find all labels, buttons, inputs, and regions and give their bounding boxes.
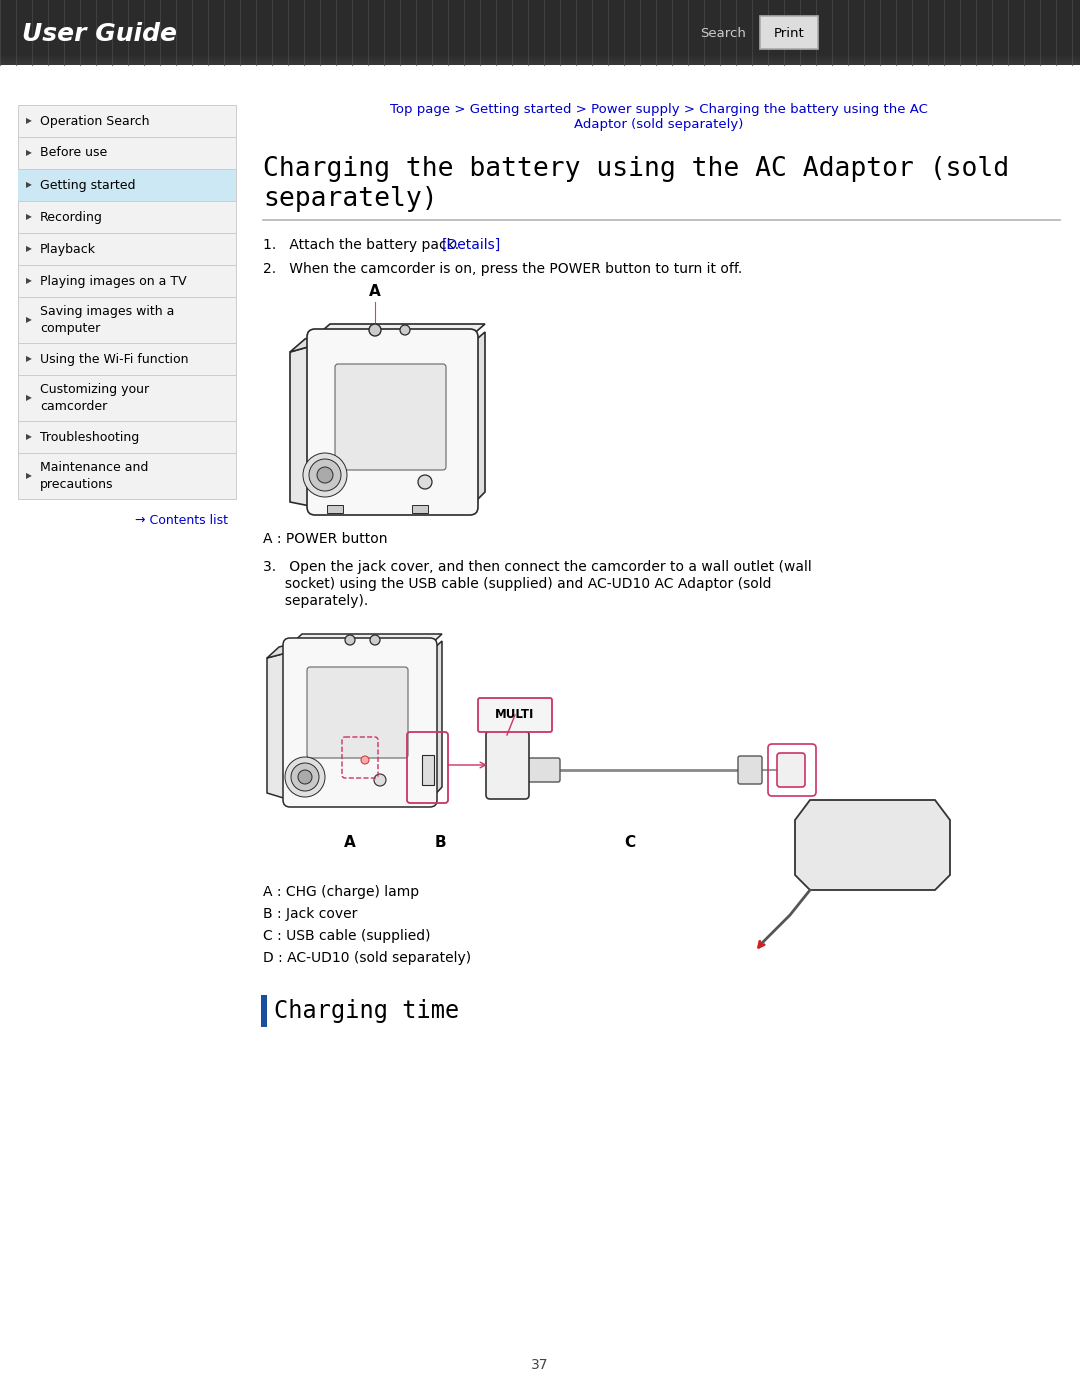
Circle shape	[291, 763, 319, 791]
Text: separately).: separately).	[264, 594, 368, 608]
Circle shape	[298, 770, 312, 784]
Text: A : CHG (charge) lamp: A : CHG (charge) lamp	[264, 886, 419, 900]
Text: 2.   When the camcorder is on, press the POWER button to turn it off.: 2. When the camcorder is on, press the P…	[264, 263, 742, 277]
Polygon shape	[315, 324, 485, 337]
Circle shape	[418, 475, 432, 489]
Text: ▶: ▶	[26, 472, 32, 481]
Text: Top page > Getting started > Power supply > Charging the battery using the AC: Top page > Getting started > Power suppl…	[390, 103, 928, 116]
Bar	[18, 105, 237, 499]
Text: ▶: ▶	[26, 433, 32, 441]
Text: socket) using the USB cable (supplied) and AC-UD10 AC Adaptor (sold: socket) using the USB cable (supplied) a…	[264, 577, 771, 591]
Circle shape	[318, 467, 333, 483]
FancyBboxPatch shape	[777, 753, 805, 787]
Text: B: B	[434, 835, 446, 849]
Text: Getting started: Getting started	[40, 179, 135, 191]
Text: Recording: Recording	[40, 211, 103, 224]
Bar	[411, 504, 428, 513]
Circle shape	[400, 326, 410, 335]
Text: [Details]: [Details]	[442, 237, 501, 251]
Text: ▶: ▶	[26, 180, 32, 190]
Text: ▶: ▶	[26, 148, 32, 158]
Bar	[18, 169, 237, 201]
Circle shape	[345, 636, 355, 645]
Polygon shape	[291, 332, 330, 352]
Text: → Contents list: → Contents list	[135, 514, 228, 528]
Circle shape	[369, 324, 381, 337]
Polygon shape	[267, 652, 291, 800]
FancyBboxPatch shape	[486, 731, 529, 799]
Text: 3.   Open the jack cover, and then connect the camcorder to a wall outlet (wall: 3. Open the jack cover, and then connect…	[264, 560, 812, 574]
FancyBboxPatch shape	[478, 698, 552, 732]
Text: Before use: Before use	[40, 147, 107, 159]
FancyBboxPatch shape	[528, 759, 561, 782]
Circle shape	[285, 757, 325, 798]
Text: A: A	[369, 284, 381, 299]
FancyBboxPatch shape	[283, 638, 437, 807]
Text: A : POWER button: A : POWER button	[264, 532, 388, 546]
Text: Print: Print	[773, 28, 805, 41]
Text: Search: Search	[700, 28, 746, 41]
Bar	[0, 0, 1080, 66]
Text: Playing images on a TV: Playing images on a TV	[40, 274, 187, 288]
Text: MULTI: MULTI	[496, 708, 535, 721]
Text: Maintenance and
precautions: Maintenance and precautions	[40, 461, 148, 490]
Text: Adaptor (sold separately): Adaptor (sold separately)	[575, 117, 744, 131]
Text: Using the Wi-Fi function: Using the Wi-Fi function	[40, 352, 189, 366]
Text: ▶: ▶	[26, 212, 32, 222]
Text: ▶: ▶	[26, 244, 32, 253]
Polygon shape	[430, 641, 442, 800]
Bar	[422, 754, 434, 785]
Polygon shape	[267, 641, 302, 658]
Text: C : USB cable (supplied): C : USB cable (supplied)	[264, 929, 431, 943]
Text: ▶: ▶	[26, 116, 32, 126]
Text: 37: 37	[531, 1358, 549, 1372]
Circle shape	[361, 756, 369, 764]
Text: ▶: ▶	[26, 316, 32, 324]
Circle shape	[374, 774, 386, 787]
Text: ▶: ▶	[26, 394, 32, 402]
Text: ▶: ▶	[26, 355, 32, 363]
Text: separately): separately)	[264, 186, 437, 212]
Text: Saving images with a
computer: Saving images with a computer	[40, 305, 174, 335]
Text: Charging the battery using the AC Adaptor (sold: Charging the battery using the AC Adapto…	[264, 156, 1009, 182]
Text: A: A	[345, 835, 356, 849]
Text: B : Jack cover: B : Jack cover	[264, 907, 357, 921]
Text: 1.   Attach the battery pack.: 1. Attach the battery pack.	[264, 237, 463, 251]
Text: Playback: Playback	[40, 243, 96, 256]
FancyBboxPatch shape	[738, 756, 762, 784]
Text: ▶: ▶	[26, 277, 32, 285]
Text: Operation Search: Operation Search	[40, 115, 149, 127]
Polygon shape	[470, 332, 485, 507]
FancyBboxPatch shape	[307, 330, 478, 515]
Circle shape	[303, 453, 347, 497]
Bar	[261, 995, 267, 1027]
Text: Charging time: Charging time	[274, 999, 459, 1023]
Text: D : AC-UD10 (sold separately): D : AC-UD10 (sold separately)	[264, 951, 471, 965]
FancyBboxPatch shape	[307, 666, 408, 759]
FancyBboxPatch shape	[335, 365, 446, 469]
Text: Customizing your
camcorder: Customizing your camcorder	[40, 383, 149, 414]
Polygon shape	[795, 800, 950, 890]
Text: Troubleshooting: Troubleshooting	[40, 430, 139, 443]
Bar	[327, 504, 343, 513]
Circle shape	[309, 460, 341, 490]
Text: D: D	[883, 865, 896, 880]
Polygon shape	[291, 345, 315, 507]
Text: User Guide: User Guide	[22, 22, 177, 46]
Circle shape	[370, 636, 380, 645]
Text: C: C	[624, 835, 635, 849]
Polygon shape	[291, 634, 442, 645]
Bar	[760, 17, 818, 49]
